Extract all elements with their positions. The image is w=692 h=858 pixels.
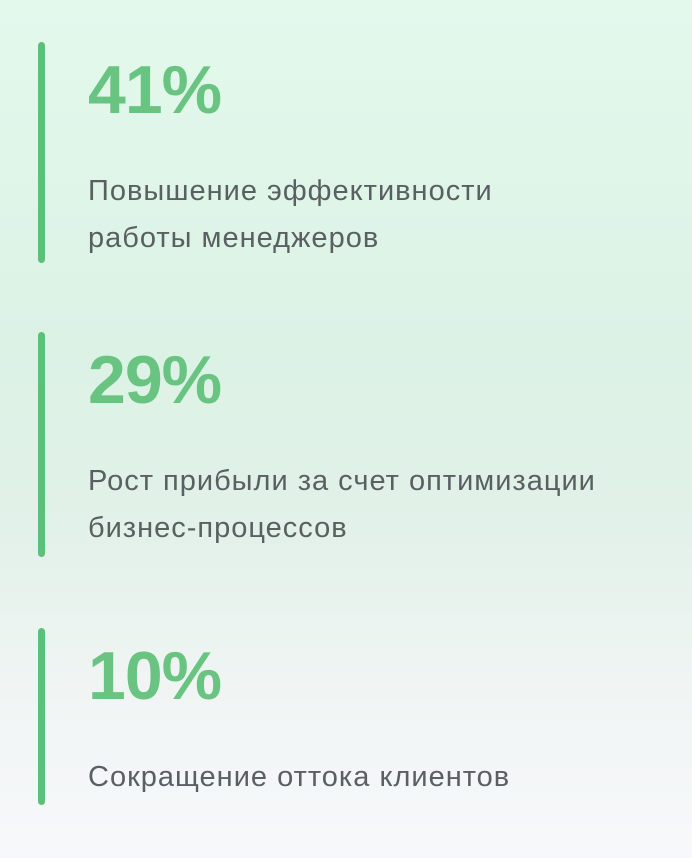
accent-bar <box>38 332 45 557</box>
stat-label-line: Повышение эффективности <box>88 175 493 207</box>
stat-value: 10% <box>88 638 222 714</box>
accent-bar <box>38 42 45 263</box>
stat-label: Повышение эффективности работы менеджеро… <box>88 168 648 262</box>
stat-label-line: Рост прибыли за счет оптимизации <box>88 465 596 497</box>
stat-label-line: Сокращение оттока клиентов <box>88 761 511 793</box>
stat-block-efficiency: 41% Повышение эффективности работы менед… <box>38 42 648 263</box>
accent-bar <box>38 628 45 805</box>
stat-value: 29% <box>88 342 222 418</box>
stat-label-line: работы менеджеров <box>88 222 380 254</box>
stat-block-profit: 29% Рост прибыли за счет оптимизации биз… <box>38 332 648 557</box>
stat-content: 41% Повышение эффективности работы менед… <box>88 42 648 262</box>
stat-label: Сокращение оттока клиентов <box>88 754 648 801</box>
stat-value: 41% <box>88 52 222 128</box>
stat-block-churn: 10% Сокращение оттока клиентов <box>38 628 648 805</box>
stat-label-line: бизнес-процессов <box>88 512 348 544</box>
stat-content: 10% Сокращение оттока клиентов <box>88 628 648 801</box>
stat-content: 29% Рост прибыли за счет оптимизации биз… <box>88 332 648 552</box>
stat-label: Рост прибыли за счет оптимизации бизнес-… <box>88 458 648 552</box>
